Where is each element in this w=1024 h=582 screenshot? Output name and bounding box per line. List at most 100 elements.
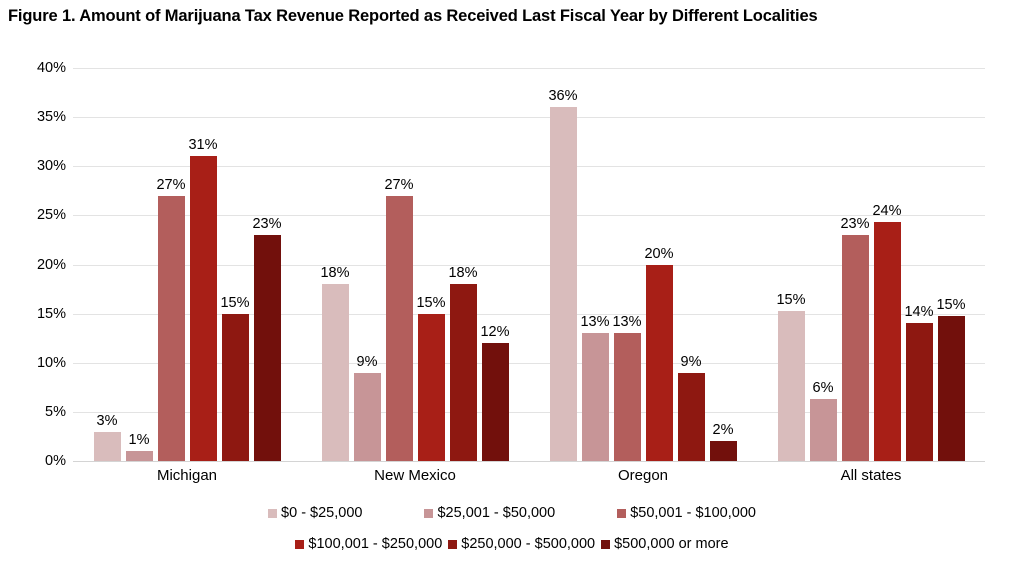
bar-value-label: 9% bbox=[680, 353, 702, 370]
y-axis-tick-label: 20% bbox=[36, 256, 66, 273]
bar[interactable] bbox=[809, 399, 837, 461]
bar-value-label: 14% bbox=[904, 304, 934, 321]
bar-value-label: 3% bbox=[96, 412, 118, 429]
x-axis-tick-label: All states bbox=[840, 467, 902, 484]
legend-swatch-icon bbox=[448, 539, 458, 549]
gridline bbox=[73, 215, 985, 217]
y-axis-tick-label: 15% bbox=[36, 305, 66, 322]
y-axis-tick-label: 10% bbox=[36, 354, 66, 371]
bar[interactable] bbox=[221, 313, 249, 461]
y-axis-tick-label: 5% bbox=[45, 403, 66, 420]
bar[interactable] bbox=[385, 195, 413, 461]
y-axis-tick-label: 25% bbox=[36, 207, 66, 224]
bar-value-label: 27% bbox=[384, 176, 414, 193]
bar[interactable] bbox=[873, 222, 901, 461]
bar[interactable] bbox=[549, 107, 577, 461]
gridline bbox=[73, 461, 985, 462]
bar[interactable] bbox=[449, 284, 477, 461]
bar[interactable] bbox=[157, 195, 185, 461]
legend-item[interactable]: $0 - $25,000 bbox=[268, 505, 362, 521]
x-axis: Michigan New Mexico Oregon All states bbox=[73, 466, 985, 492]
bar-value-label: 27% bbox=[156, 176, 186, 193]
bar-value-label: 13% bbox=[580, 314, 610, 331]
bar-value-label: 15% bbox=[416, 294, 446, 311]
legend-item[interactable]: $25,001 - $50,000 bbox=[424, 505, 555, 521]
bar[interactable] bbox=[321, 284, 349, 461]
legend-label: $250,000 - $500,000 bbox=[461, 536, 596, 552]
y-axis-tick-label: 0% bbox=[45, 453, 66, 469]
bar[interactable] bbox=[353, 372, 381, 461]
legend-item[interactable]: $250,000 - $500,000 bbox=[448, 536, 595, 552]
bar[interactable] bbox=[189, 156, 217, 461]
gridline bbox=[73, 68, 985, 69]
plot-area: 3% 1% 27% 31% 15% 23% 18% 9% 27% 15% 18% 12% 36% 13% 1… bbox=[73, 68, 985, 462]
bar-value-label: 6% bbox=[812, 380, 834, 397]
bar[interactable] bbox=[645, 264, 673, 461]
legend-label: $50,001 - $100,000 bbox=[630, 505, 756, 521]
y-axis-tick-label: 35% bbox=[36, 109, 66, 126]
legend-label: $100,001 - $250,000 bbox=[308, 536, 443, 552]
bar-value-label: 23% bbox=[252, 216, 282, 233]
bar-value-label: 13% bbox=[612, 314, 642, 331]
bar-value-label: 24% bbox=[872, 203, 902, 220]
gridline bbox=[73, 313, 985, 315]
bar-value-label: 15% bbox=[776, 291, 806, 308]
legend-label: $500,000 or more bbox=[614, 536, 729, 552]
bar-group: 3% 1% 27% 31% 15% 23% bbox=[93, 68, 282, 461]
legend-swatch-icon bbox=[268, 508, 278, 518]
x-axis-tick-label: Michigan bbox=[156, 467, 218, 484]
y-axis-tick-label: 40% bbox=[36, 60, 66, 76]
y-axis: 0% 5% 10% 15% 20% 25% 30% 35% 40% bbox=[0, 61, 66, 468]
bar-value-label: 1% bbox=[128, 432, 150, 449]
bar-value-label: 15% bbox=[936, 296, 966, 313]
bar-group: 18% 9% 27% 15% 18% 12% bbox=[320, 68, 510, 461]
bar[interactable] bbox=[677, 372, 705, 461]
legend-swatch-icon bbox=[424, 508, 434, 518]
y-axis-tick-label: 30% bbox=[36, 158, 66, 175]
bar[interactable] bbox=[581, 333, 609, 461]
bar[interactable] bbox=[481, 343, 509, 461]
bar[interactable] bbox=[841, 235, 869, 461]
gridline bbox=[73, 411, 985, 413]
bar-value-label: 23% bbox=[840, 216, 870, 233]
gridline bbox=[73, 117, 985, 119]
chart-legend: $0 - $25,000 $25,001 - $50,000 $50,001 - $… bbox=[0, 505, 1024, 565]
legend-swatch-icon bbox=[617, 508, 627, 518]
bar-value-label: 18% bbox=[320, 265, 350, 282]
bar-value-label: 36% bbox=[548, 88, 578, 105]
bar[interactable] bbox=[905, 323, 933, 461]
gridline bbox=[73, 362, 985, 364]
legend-item[interactable]: $500,000 or more bbox=[601, 536, 729, 552]
x-axis-tick-label: Oregon bbox=[617, 467, 669, 484]
x-axis-tick-label: New Mexico bbox=[374, 467, 456, 484]
legend-row-1: $0 - $25,000 $25,001 - $50,000 $50,001 - $… bbox=[0, 505, 1024, 521]
bar[interactable] bbox=[937, 315, 965, 461]
legend-label: $25,001 - $50,000 bbox=[437, 505, 556, 521]
bar-value-label: 20% bbox=[644, 245, 674, 262]
legend-swatch-icon bbox=[601, 539, 611, 549]
bar[interactable] bbox=[253, 235, 281, 461]
legend-item[interactable]: $50,001 - $100,000 bbox=[617, 505, 756, 521]
bar-value-label: 9% bbox=[356, 353, 378, 370]
bar[interactable] bbox=[613, 333, 641, 461]
bar-value-label: 2% bbox=[712, 422, 734, 439]
bar-group: 15% 6% 23% 24% 14% 15% bbox=[776, 68, 966, 461]
bar[interactable] bbox=[93, 431, 121, 461]
bar-value-label: 12% bbox=[480, 324, 510, 341]
bar[interactable] bbox=[777, 310, 805, 461]
bar[interactable] bbox=[709, 441, 737, 461]
legend-item[interactable]: $100,001 - $250,000 bbox=[295, 536, 442, 552]
bar-value-label: 18% bbox=[448, 265, 478, 282]
bar[interactable] bbox=[417, 313, 445, 461]
bar-value-label: 31% bbox=[188, 137, 218, 154]
legend-swatch-icon bbox=[295, 539, 305, 549]
bar[interactable] bbox=[125, 451, 153, 461]
gridline bbox=[73, 264, 985, 266]
bar-value-label: 15% bbox=[220, 294, 250, 311]
legend-label: $0 - $25,000 bbox=[281, 505, 363, 521]
gridline bbox=[73, 166, 985, 168]
page-title: Figure 1. Amount of Marijuana Tax Revenu… bbox=[8, 7, 818, 25]
legend-row-2: $100,001 - $250,000 $250,000 - $500,000 $5… bbox=[0, 536, 1024, 552]
bar-group: 36% 13% 13% 20% 9% 2% bbox=[548, 68, 737, 461]
